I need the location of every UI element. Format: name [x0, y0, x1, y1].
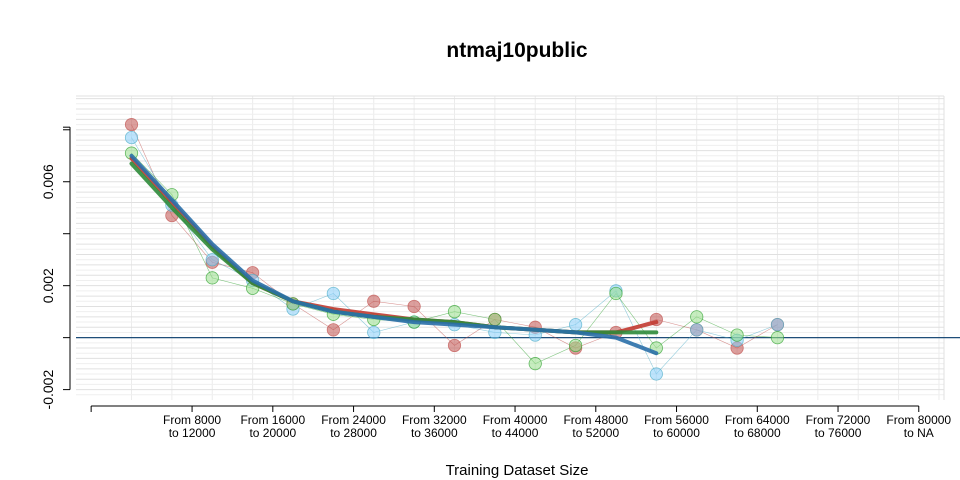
x-tick-label: to 76000	[815, 426, 862, 440]
x-tick-label: to 12000	[169, 426, 216, 440]
series-1-point	[367, 325, 381, 340]
x-tick-label: From 24000	[321, 413, 386, 427]
series-1-smoothed-line	[129, 153, 659, 356]
series-2-point	[690, 310, 704, 324]
series-1-point	[124, 130, 139, 145]
series-0-point	[367, 294, 381, 308]
series-2-point	[609, 286, 623, 301]
x-tick-label: From 16000	[240, 413, 305, 427]
series-1-point	[205, 253, 219, 267]
series-2-point	[205, 271, 219, 285]
series-1-point	[770, 318, 785, 332]
series-0-point	[124, 117, 139, 132]
y-tick-label: 0.006	[40, 164, 56, 199]
series-2-point	[447, 305, 462, 319]
x-tick-label: to 60000	[653, 426, 700, 440]
x-tick-label: From 64000	[725, 413, 790, 427]
x-tick-label: From 32000	[402, 413, 467, 427]
plot-background	[76, 96, 944, 400]
series-2-point	[488, 312, 502, 327]
series-2-point	[569, 338, 583, 353]
series-0-point	[447, 338, 462, 353]
x-tick-label: From 80000	[886, 413, 951, 427]
series-1-point	[326, 286, 340, 301]
x-tick-label: to NA	[904, 426, 934, 440]
x-tick-label: From 48000	[563, 413, 628, 427]
x-tick-label: From 40000	[483, 413, 548, 427]
series-1-point	[690, 323, 704, 337]
x-tick-label: to 52000	[572, 426, 619, 440]
y-tick-label: -0.002	[40, 370, 56, 410]
x-tick-label: to 68000	[734, 426, 781, 440]
x-axis-title: Training Dataset Size	[446, 462, 589, 479]
series-0-point	[326, 323, 340, 337]
chart-title: ntmaj10public	[446, 39, 588, 62]
x-tick-label: to 36000	[411, 426, 458, 440]
series-0-point	[407, 299, 421, 314]
series-2-point	[730, 328, 744, 342]
smoothed-lines	[129, 153, 659, 356]
x-tick-label: From 56000	[644, 413, 709, 427]
x-tick-label: From 72000	[806, 413, 871, 427]
series-1-point	[569, 318, 583, 332]
x-tick-label: to 28000	[330, 426, 377, 440]
series-2-point	[528, 357, 542, 371]
series-1-point	[649, 367, 663, 381]
x-tick-label: to 44000	[492, 426, 539, 440]
grid	[76, 95, 945, 400]
x-tick-label: From 8000	[163, 413, 221, 427]
y-tick-label: 0.002	[40, 268, 56, 303]
series-2-point	[770, 331, 785, 345]
x-tick-label: to 20000	[249, 426, 296, 440]
